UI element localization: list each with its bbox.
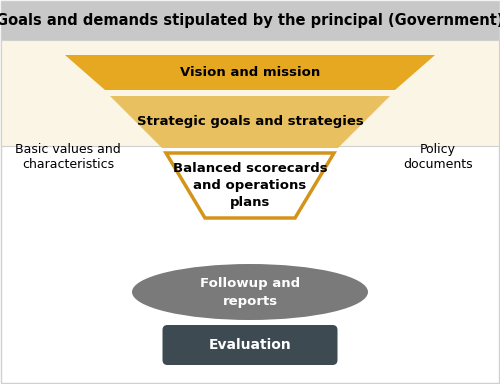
Ellipse shape xyxy=(132,264,368,320)
Text: Basic values and
characteristics: Basic values and characteristics xyxy=(15,143,121,171)
Text: Followup and
reports: Followup and reports xyxy=(200,276,300,308)
FancyBboxPatch shape xyxy=(1,1,499,40)
Polygon shape xyxy=(166,153,334,218)
Text: Balanced scorecards
and operations
plans: Balanced scorecards and operations plans xyxy=(172,162,328,209)
Text: Goals and demands stipulated by the principal (Government): Goals and demands stipulated by the prin… xyxy=(0,13,500,28)
Text: Vision and mission: Vision and mission xyxy=(180,66,320,79)
Polygon shape xyxy=(65,55,435,90)
Text: Strategic goals and strategies: Strategic goals and strategies xyxy=(136,116,364,129)
Text: Policy
documents: Policy documents xyxy=(403,143,473,171)
FancyBboxPatch shape xyxy=(1,40,499,146)
FancyBboxPatch shape xyxy=(162,325,338,365)
Polygon shape xyxy=(110,96,390,148)
Text: Evaluation: Evaluation xyxy=(208,338,292,352)
